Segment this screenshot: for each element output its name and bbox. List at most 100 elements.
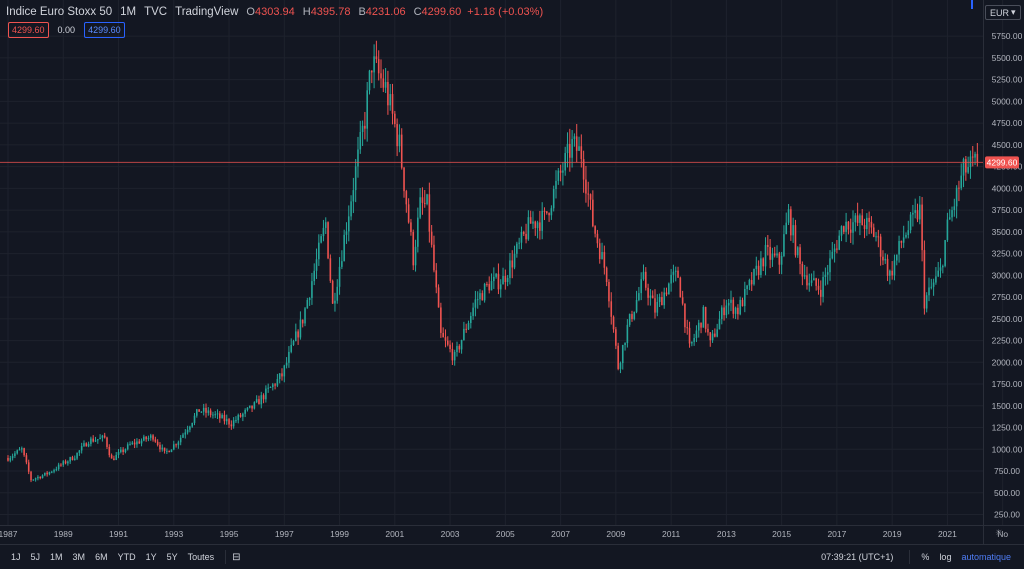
candle-body [283, 365, 286, 377]
time-tick-label: 2001 [385, 529, 404, 539]
bid-badge[interactable]: 4299.60 [8, 22, 49, 38]
symbol-name[interactable]: Indice Euro Stoxx 50 [6, 6, 113, 18]
candle-body [239, 414, 242, 417]
candle-body [859, 215, 861, 223]
range-1d[interactable]: 1J [11, 552, 21, 562]
candle [136, 438, 138, 448]
candle-body [822, 277, 824, 297]
candle [679, 276, 682, 298]
candle-body [868, 217, 870, 222]
candle [695, 325, 698, 343]
candle [380, 59, 382, 88]
candle [815, 277, 817, 291]
candle-body [566, 143, 569, 154]
candle-body [456, 346, 458, 353]
price-tick-label: 5500.00 [992, 53, 1023, 63]
range-ytd[interactable]: YTD [117, 552, 136, 562]
candle [803, 264, 806, 280]
range-1m[interactable]: 1M [50, 552, 63, 562]
candle-body [278, 373, 281, 380]
candle-body [854, 215, 857, 223]
ask-badge[interactable]: 4299.60 [84, 22, 125, 38]
price-tick-label: 3250.00 [992, 249, 1023, 259]
range-6m[interactable]: 6M [95, 552, 108, 562]
candle [352, 177, 355, 214]
candle-body [209, 410, 212, 416]
candle [891, 261, 893, 280]
range-5d[interactable]: 5J [30, 552, 41, 562]
candle-body [744, 288, 746, 307]
candle-body [882, 256, 884, 261]
candle-body [458, 346, 461, 350]
candle-body [642, 271, 645, 280]
candle-body [205, 407, 207, 413]
log-toggle[interactable]: log [939, 552, 952, 562]
toolbar-divider-2 [909, 550, 911, 564]
candle-body [884, 258, 887, 261]
settings-icon[interactable]: ☼ [994, 526, 1005, 538]
candle [322, 219, 325, 242]
candle [295, 323, 297, 342]
candle-body [796, 247, 799, 256]
calendar-icon[interactable]: ⊟ [232, 551, 241, 563]
candle [619, 361, 622, 374]
bid-ask-badges: 4299.60 0.00 4299.60 [8, 22, 125, 38]
candle-body [16, 450, 19, 454]
range-all[interactable]: Toutes [187, 552, 215, 562]
candle [435, 263, 438, 294]
candle [251, 405, 253, 412]
candle [534, 220, 537, 236]
candle [430, 225, 433, 248]
candle [223, 410, 226, 425]
candle-body [175, 444, 177, 446]
candle [822, 271, 824, 303]
candle-body [674, 270, 677, 272]
candle-body [251, 405, 253, 409]
candle [7, 455, 9, 462]
candle-body [755, 265, 758, 269]
candle-body [304, 308, 306, 324]
currency-button[interactable]: EUR ▾ [985, 5, 1021, 20]
candle [543, 207, 546, 221]
candle-body [953, 206, 956, 211]
candle-body [476, 299, 479, 301]
candle [741, 297, 744, 307]
candle-body [967, 167, 969, 173]
candle [149, 433, 152, 441]
candle-body [48, 472, 51, 475]
candle [617, 342, 619, 371]
auto-scale-toggle[interactable]: automatique [961, 552, 1011, 562]
candle-body [776, 253, 778, 256]
currency-label: EUR [990, 7, 1010, 18]
candle [50, 470, 53, 474]
percent-toggle[interactable]: % [921, 552, 930, 562]
candle-body [177, 442, 180, 446]
candle [693, 333, 695, 346]
candle [661, 291, 663, 306]
candle [499, 279, 502, 298]
candle [571, 130, 573, 168]
candle-body [833, 248, 836, 252]
interval-label[interactable]: 1M [120, 6, 137, 18]
candle-body [449, 344, 451, 350]
candle [474, 290, 477, 317]
price-tick-label: 2750.00 [992, 292, 1023, 302]
candle-body [163, 447, 166, 451]
candle-body [497, 273, 500, 290]
range-5y[interactable]: 5Y [166, 552, 178, 562]
time-tick-label: 2003 [441, 529, 460, 539]
candle-body [944, 240, 946, 266]
range-1y[interactable]: 1Y [145, 552, 157, 562]
candle [306, 297, 309, 309]
candle-body [446, 340, 449, 345]
candle-body [359, 132, 362, 150]
candle [783, 225, 785, 258]
candle-body [117, 451, 120, 455]
clock-time[interactable]: 07:39:21 (UTC+1) [821, 552, 894, 562]
candle-body [932, 282, 935, 287]
candle [456, 341, 458, 357]
candle-body [285, 362, 288, 366]
range-3m[interactable]: 3M [72, 552, 86, 562]
candle [103, 432, 106, 439]
